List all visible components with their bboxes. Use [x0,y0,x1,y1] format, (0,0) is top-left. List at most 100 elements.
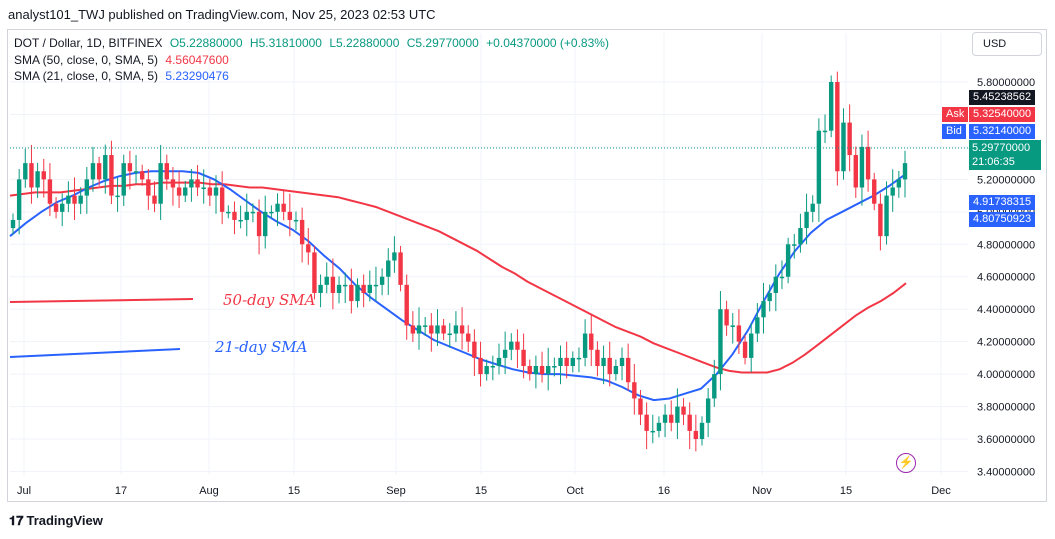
last-price-tag: 5.29770000 21:06:35 [969,140,1041,170]
candle-body [484,366,489,375]
candle-body [207,187,213,196]
candle-body [404,284,409,326]
candle-body [238,219,243,222]
candle-body [293,219,299,222]
candle-body [570,357,576,367]
y-tick-label: 3.60000000 [977,434,1035,446]
x-tick-label: 17 [115,485,127,497]
candle-body [558,357,563,367]
candle-body [779,276,785,279]
sma21-value: 5.23290476 [165,69,229,83]
candle-body [429,325,434,334]
change-value: +0.04370000 (+0.83%) [486,36,609,50]
candle-body [718,309,723,375]
candle-body [121,163,126,196]
candle-body [263,211,268,237]
candle-body [410,325,416,334]
x-tick-label: Sep [386,485,406,497]
candle-body [373,284,379,287]
x-tick-label: Oct [566,485,583,497]
candle-body [176,187,182,196]
candle-body [632,382,637,399]
candle-body [773,276,779,293]
sma50-price-tag: 4.80750923 [969,212,1036,227]
legend-row-sma50[interactable]: SMA (50, close, 0, SMA, 5) 4.56047600 [14,53,233,67]
ask-price: 5.32540000 [969,107,1036,122]
sma21-label: SMA (21, close, 0, SMA, 5) [14,69,159,83]
y-tick-label: 4.80000000 [977,239,1035,251]
sma21-line [9,170,906,402]
price-tag-top: 5.45238562 [969,90,1036,105]
y-tick-label: 3.80000000 [977,402,1035,414]
candle-body [170,179,176,188]
candle-body [342,284,348,287]
candle-body [601,357,606,367]
candle-body [742,341,748,358]
candle-body [324,276,329,285]
candle-body [189,179,194,188]
candle-body [422,325,428,327]
candle-body [269,211,274,214]
candle-body [539,366,545,375]
candle-body [822,130,828,133]
candle-body [589,333,594,350]
candle-body [10,219,16,229]
candle-body [785,244,791,277]
candle-body [318,284,323,293]
candle-body [35,171,40,188]
candle-body [687,414,692,431]
symbol-label[interactable]: DOT / Dollar, 1D, BITFINEX [14,36,163,50]
candle-body [355,284,360,302]
sma50-polyline [9,181,907,374]
candle-body [453,325,459,334]
x-tick-label: Jul [17,485,31,497]
candle-body [466,333,471,342]
legend-row-main: DOT / Dollar, 1D, BITFINEX O5.22880000 H… [14,36,613,50]
bid-price: 5.32140000 [969,124,1036,139]
currency-button[interactable]: USD [972,32,1042,56]
candle-body [219,187,225,212]
candle-body [336,284,342,293]
candle-body [146,179,151,196]
candle-body [859,146,865,188]
y-tick-label: 4.00000000 [977,369,1035,381]
x-tick-label: 16 [658,485,670,497]
candle-body [78,195,83,204]
candle-body [96,163,102,180]
candle-body [392,252,397,261]
y-tick-label: 3.40000000 [977,466,1035,478]
high-value: H5.31810000 [249,36,322,50]
candle-body [853,155,858,188]
y-tick-label: 4.40000000 [977,304,1035,316]
candle-body [613,366,619,375]
candle-body [884,195,889,237]
candle-body [841,122,846,172]
candle-body [349,284,354,302]
annotation-50-day-sma[interactable]: 50-day SMA [223,291,316,309]
candle-body [115,195,120,198]
annotation-21-day-sma[interactable]: 21-day SMA [215,338,308,356]
candle-body [496,357,502,367]
legend-row-sma21[interactable]: SMA (21, close, 0, SMA, 5) 5.23290476 [14,69,233,83]
candle-body [312,252,317,293]
candle-body [72,195,77,204]
candle-body [367,284,372,293]
candle-body [133,171,139,173]
candle-body [47,179,53,204]
candle-body [53,203,59,212]
candle-body [23,163,28,180]
chart-frame [7,29,1047,502]
candle-body [595,349,600,367]
candle-body [761,301,766,318]
candle-body [872,179,877,204]
close-value: C5.29770000 [406,36,479,50]
publisher-line: analyst101_TWJ published on TradingView.… [8,7,436,22]
candle-body [109,155,114,196]
candle-body [576,357,582,360]
candle-body [656,422,662,431]
tradingview-logo[interactable]: 𝟏𝟕 TradingView [9,513,103,529]
lightning-icon[interactable]: ⚡ [896,453,916,473]
x-axis: Jul 17 Aug 15 Sep 15 Oct 16 Nov 15 Dec [17,485,951,497]
candle-body [847,122,852,156]
